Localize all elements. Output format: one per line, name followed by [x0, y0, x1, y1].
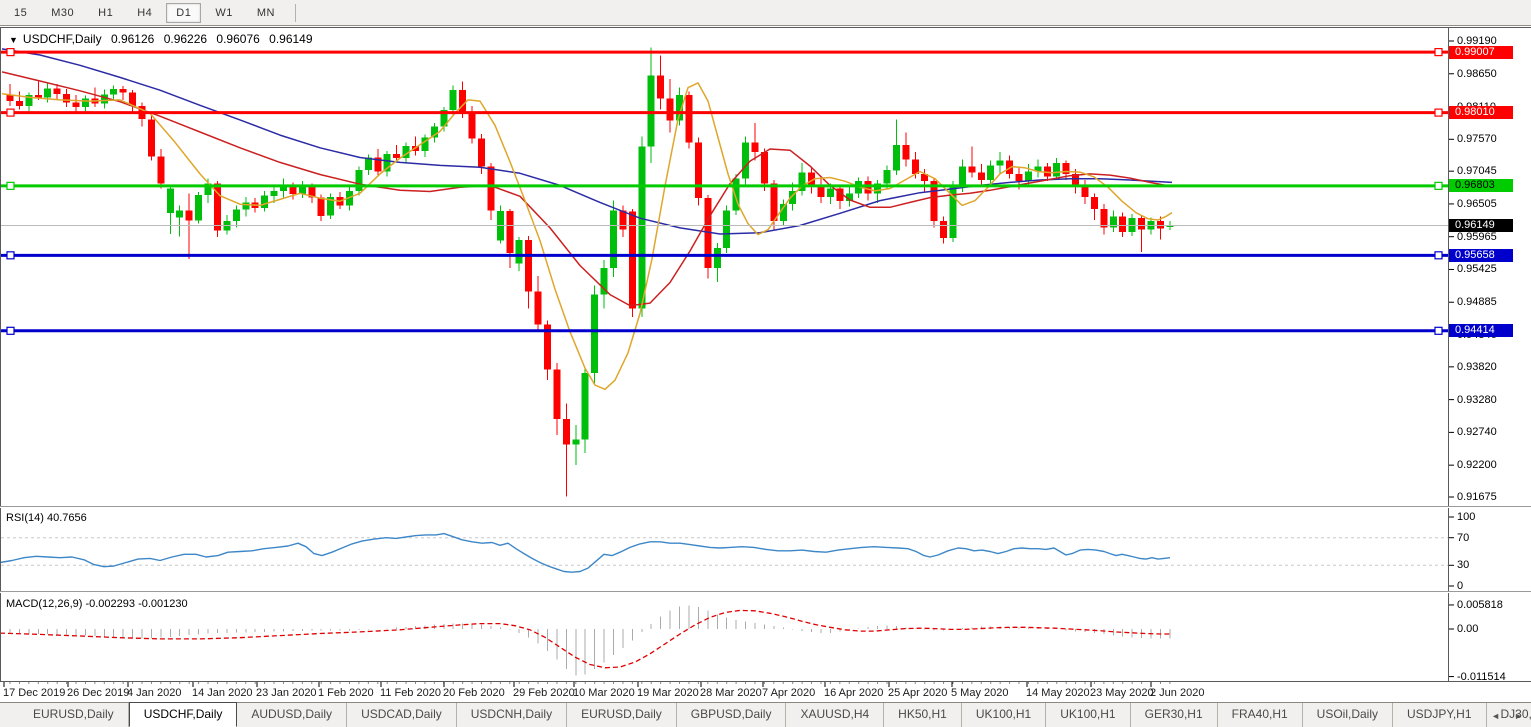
date-label: 16 Apr 2020	[824, 687, 884, 699]
timeframe-button-w1[interactable]: W1	[215, 6, 233, 19]
chart-tab-hk50-h1-8[interactable]: HK50,H1	[884, 703, 962, 727]
ohlc-low: 0.96076	[216, 32, 260, 46]
date-label: 25 Apr 2020	[888, 687, 948, 699]
price-badge-support-1: 0.95658	[1449, 248, 1513, 262]
timeframe-button-d1[interactable]: D1	[166, 2, 202, 23]
date-label: 23 Jan 2020	[256, 687, 317, 699]
chart-title[interactable]: ▼ USDCHF,Daily 0.96126 0.96226 0.96076 0.…	[9, 32, 319, 46]
timeframe-button-m30[interactable]: M30	[51, 6, 75, 19]
hline-support-2-handle[interactable]	[6, 326, 15, 335]
date-label: 23 May 2020	[1090, 687, 1154, 699]
price-badge-pivot: 0.96803	[1449, 179, 1513, 193]
price-axis-tick-label: 0.95425	[1457, 263, 1497, 276]
macd-axis-tick-label: 0.00	[1457, 623, 1479, 635]
chart-tab-uk100-h1-10[interactable]: UK100,H1	[1046, 703, 1131, 727]
price-axis-tick-label: 0.95965	[1457, 230, 1497, 243]
price-axis-tick-label: 0.93280	[1457, 393, 1497, 406]
chart-tab-fra40-h1-12[interactable]: FRA40,H1	[1218, 703, 1303, 727]
price-badge-resistance-1: 0.99007	[1449, 45, 1513, 59]
date-label: 10 Mar 2020	[573, 687, 635, 699]
ohlc-close: 0.96149	[269, 32, 313, 46]
hline-resistance-2-handle[interactable]	[6, 108, 15, 117]
date-label: 1 Feb 2020	[318, 687, 374, 699]
chart-tab-eurusd-daily-0[interactable]: EURUSD,Daily	[18, 703, 129, 727]
date-label: 29 Feb 2020	[513, 687, 575, 699]
date-label: 5 May 2020	[951, 687, 1009, 699]
macd-label: MACD(12,26,9) -0.002293 -0.001230	[6, 598, 188, 610]
date-label: 26 Dec 2019	[67, 687, 130, 699]
chart-tab-usdcnh-daily-4[interactable]: USDCNH,Daily	[457, 703, 568, 727]
rsi-label: RSI(14) 40.7656	[6, 512, 87, 524]
price-axis-tick-label: 0.97045	[1457, 165, 1497, 178]
date-label: 4 Jan 2020	[127, 687, 182, 699]
chart-symbol: USDCHF,Daily	[22, 32, 102, 46]
rsi-axis-tick-label: 70	[1457, 531, 1470, 544]
ohlc-high: 0.96226	[163, 32, 208, 46]
price-axis-tick-label: 0.91675	[1457, 491, 1497, 503]
hline-resistance-1-handle[interactable]	[1434, 48, 1443, 57]
price-badge-support-2: 0.94414	[1449, 324, 1513, 338]
chart-dropdown-icon[interactable]: ▼	[9, 35, 18, 45]
hline-pivot-handle[interactable]	[6, 181, 15, 190]
timeframe-button-15[interactable]: 15	[14, 6, 28, 19]
date-label: 28 Mar 2020	[700, 687, 762, 699]
date-label: 14 Jan 2020	[192, 687, 253, 699]
chart-tab-dj30-h1-15[interactable]: DJ30,H1	[1487, 703, 1531, 727]
timeframe-button-h1[interactable]: H1	[98, 6, 114, 19]
chart-tab-uk100-h1-9[interactable]: UK100,H1	[962, 703, 1047, 727]
timeframe-button-h4[interactable]: H4	[137, 6, 153, 19]
hline-resistance-1-handle[interactable]	[6, 48, 15, 57]
hline-pivot-handle[interactable]	[1434, 181, 1443, 190]
chart-tab-usdchf-daily-1[interactable]: USDCHF,Daily	[128, 702, 238, 727]
price-axis-tick-label: 0.98650	[1457, 67, 1497, 80]
price-axis-tick-label: 0.92740	[1457, 426, 1497, 439]
chart-tab-gbpusd-daily-6[interactable]: GBPUSD,Daily	[677, 703, 787, 727]
chart-tabbar: EURUSD,Daily USDCHF,Daily AUDUSD,Daily USDC…	[0, 702, 1531, 727]
macd-signal-line	[0, 609, 1172, 669]
date-label: 17 Dec 2019	[3, 687, 66, 699]
chart-tab-usoil-daily-13[interactable]: USOil,Daily	[1303, 703, 1394, 727]
date-label: 20 Feb 2020	[443, 687, 505, 699]
hline-support-2-handle[interactable]	[1434, 326, 1443, 335]
rsi-axis-tick-label: 0	[1457, 580, 1464, 592]
ohlc-open: 0.96126	[110, 32, 155, 46]
price-axis-tick-label: 0.94885	[1457, 296, 1497, 309]
macd-axis-tick-label: -0.011514	[1457, 670, 1506, 683]
tab-scroll-left-icon[interactable]: ◄	[1491, 711, 1501, 721]
price-axis-tick-label: 0.99190	[1457, 35, 1497, 47]
chart-tab-ger30-h1-11[interactable]: GER30,H1	[1131, 703, 1218, 727]
rsi-axis-tick-label: 30	[1457, 559, 1470, 572]
price-axis-tick-label: 0.92200	[1457, 459, 1497, 472]
ma-fast-line	[1, 82, 1173, 391]
price-badge-resistance-2: 0.98010	[1449, 106, 1513, 120]
price-axis-tick-label: 0.96505	[1457, 197, 1497, 210]
chart-tab-xauusd-h4-7[interactable]: XAUUSD,H4	[786, 703, 885, 727]
date-label: 2 Jun 2020	[1150, 687, 1205, 699]
rsi-axis-tick-label: 100	[1457, 511, 1476, 523]
toolbar-separator	[294, 3, 296, 22]
date-label: 11 Feb 2020	[380, 687, 441, 699]
macd-axis-tick-label: 0.005818	[1457, 598, 1503, 611]
price-axis-tick-label: 0.97570	[1457, 133, 1497, 146]
chart-tab-eurusd-daily-5[interactable]: EURUSD,Daily	[567, 703, 677, 727]
chart-tab-usdcad-daily-3[interactable]: USDCAD,Daily	[347, 703, 457, 727]
date-label: 19 Mar 2020	[637, 687, 699, 699]
ma-slow-line	[1, 48, 1173, 235]
chart-tab-audusd-daily-2[interactable]: AUDUSD,Daily	[237, 703, 348, 727]
timeframe-button-mn[interactable]: MN	[256, 6, 275, 19]
price-axis-tick-label: 0.93820	[1457, 360, 1497, 373]
hline-resistance-2-handle[interactable]	[1434, 108, 1443, 117]
hline-support-1-handle[interactable]	[6, 251, 15, 260]
timeframe-toolbar: 15 M30 H1 H4 D1 W1 MN	[0, 0, 1531, 26]
rsi-line	[0, 532, 1171, 573]
chart-tab-usdjpy-h1-14[interactable]: USDJPY,H1	[1393, 703, 1487, 727]
current-price-badge: 0.96149	[1449, 219, 1513, 233]
date-label: 7 Apr 2020	[762, 687, 816, 699]
hline-support-1-handle[interactable]	[1434, 251, 1443, 260]
date-label: 14 May 2020	[1026, 687, 1090, 699]
tab-scroll-right-icon[interactable]: ►	[1514, 711, 1523, 721]
